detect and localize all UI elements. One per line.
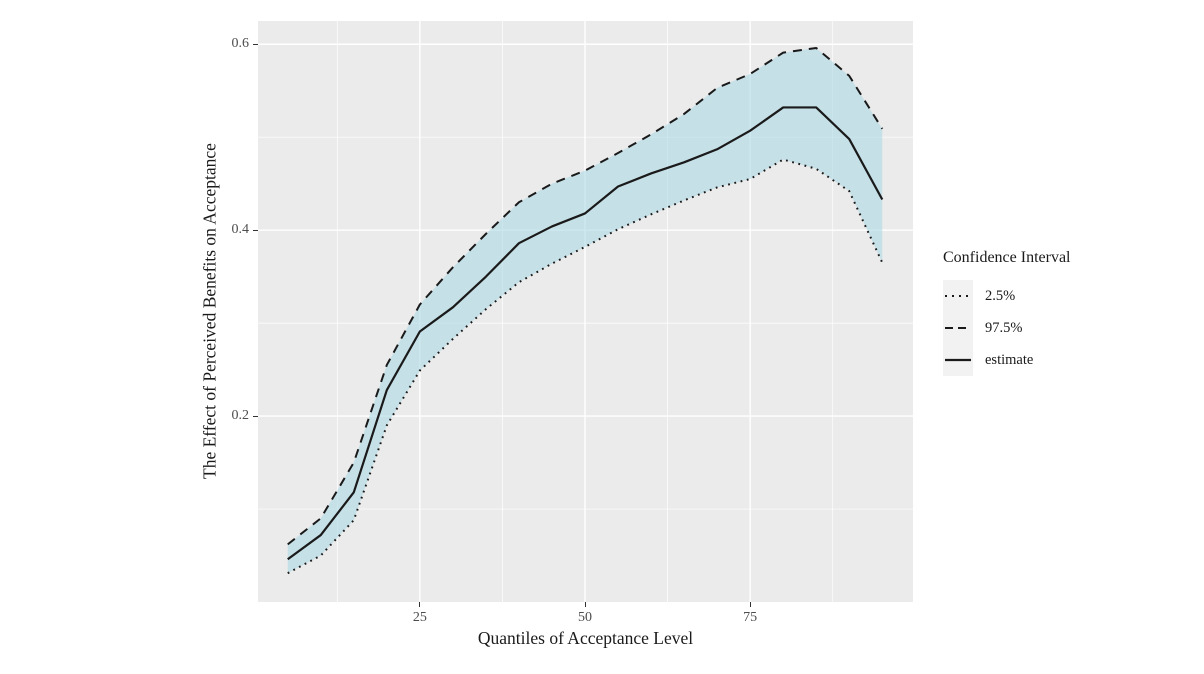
legend-item-label: 97.5% — [985, 319, 1023, 336]
y-tick-label: 0.6 — [231, 36, 250, 52]
solid-line-key-icon — [943, 344, 973, 376]
x-tick-mark — [749, 602, 751, 607]
legend-item-2-5-: 2.5% — [943, 280, 1071, 312]
dotted-line-key-icon — [943, 280, 973, 312]
plot-panel — [258, 21, 913, 602]
y-tick-mark — [253, 415, 258, 417]
legend-item-label: estimate — [985, 351, 1034, 368]
legend: Confidence Interval 2.5% 97.5% estimate — [943, 248, 1071, 376]
x-tick-mark — [419, 602, 421, 607]
legend-item-estimate: estimate — [943, 344, 1071, 376]
x-tick-mark — [584, 602, 586, 607]
dashed-line-key-icon — [943, 312, 973, 344]
y-tick-label: 0.2 — [231, 408, 250, 424]
x-axis-title: Quantiles of Acceptance Level — [477, 628, 694, 648]
legend-item-label: 2.5% — [985, 287, 1016, 304]
plot-canvas — [258, 21, 913, 602]
legend-item-97-5-: 97.5% — [943, 312, 1071, 344]
legend-title: Confidence Interval — [943, 249, 1071, 266]
x-tick-label: 75 — [743, 610, 758, 625]
y-tick-mark — [253, 229, 258, 231]
legend-items: 2.5% 97.5% estimate — [943, 280, 1071, 376]
y-tick-label: 0.4 — [231, 222, 250, 238]
x-tick-label: 50 — [578, 610, 592, 625]
x-tick-label: 25 — [412, 610, 427, 625]
y-tick-mark — [253, 43, 258, 45]
y-axis-title: The Effect of Perceived Benefits on Acce… — [199, 143, 220, 480]
